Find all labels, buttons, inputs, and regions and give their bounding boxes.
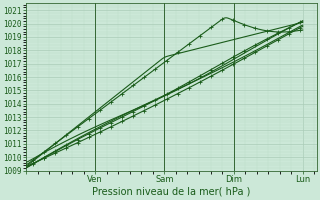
X-axis label: Pression niveau de la mer( hPa ): Pression niveau de la mer( hPa )	[92, 187, 251, 197]
